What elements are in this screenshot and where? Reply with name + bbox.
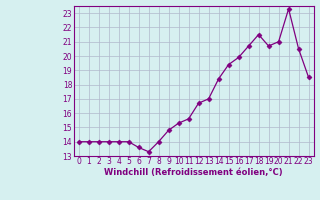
X-axis label: Windchill (Refroidissement éolien,°C): Windchill (Refroidissement éolien,°C) xyxy=(104,168,283,177)
